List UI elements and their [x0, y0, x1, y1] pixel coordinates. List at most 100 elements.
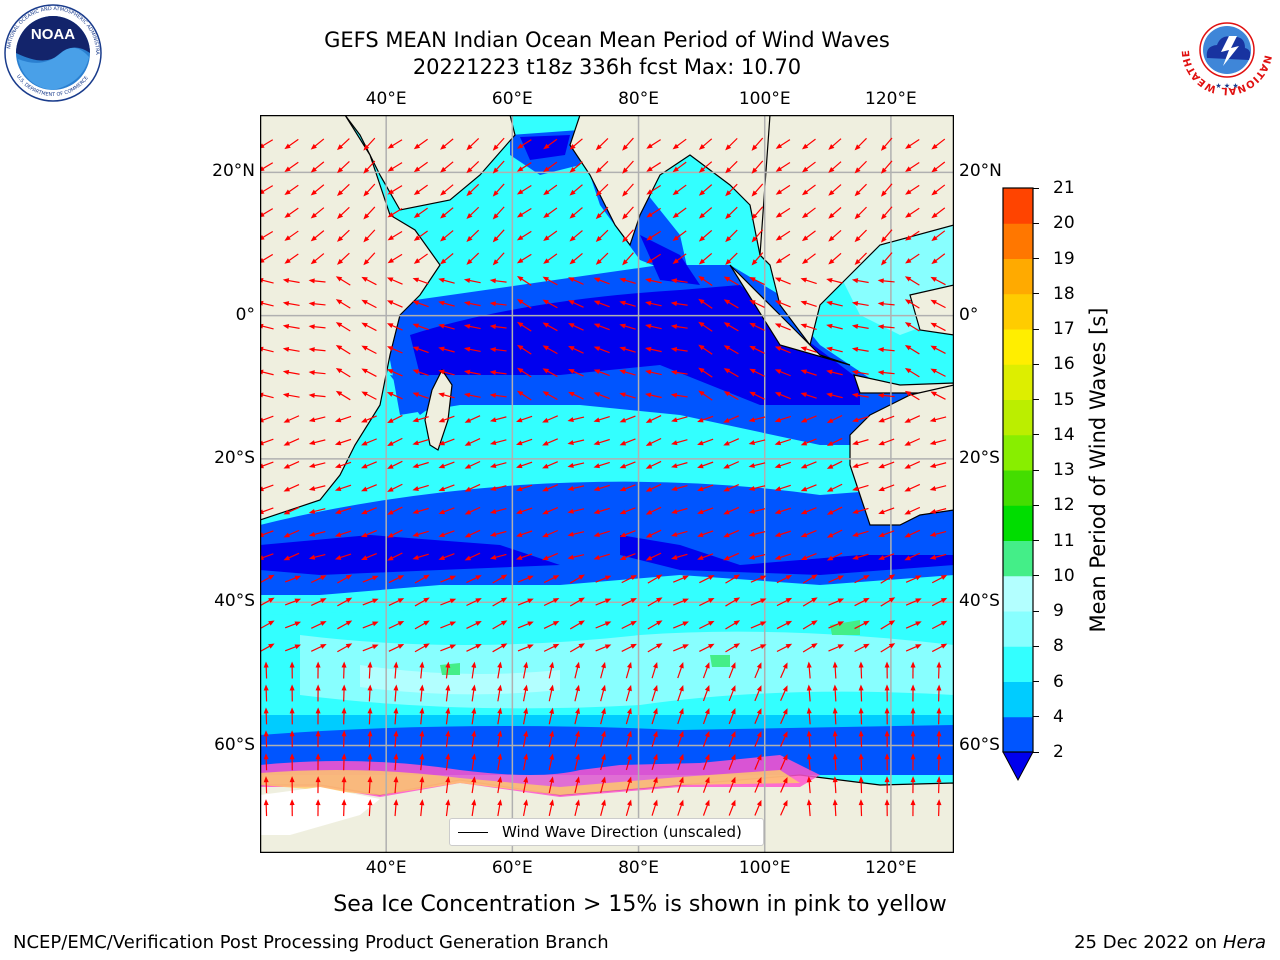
- wave-direction-arrow: [832, 707, 838, 725]
- wave-direction-arrow: [593, 323, 610, 331]
- wave-direction-arrow: [466, 575, 482, 584]
- wave-direction-arrow: [466, 206, 480, 220]
- wave-direction-arrow: [593, 461, 610, 469]
- wave-direction-arrow: [645, 529, 662, 538]
- wave-direction-arrow: [282, 346, 300, 352]
- wave-direction-arrow: [489, 370, 507, 375]
- svg-text:NOAA: NOAA: [31, 26, 75, 43]
- wave-direction-arrow: [677, 684, 684, 702]
- wave-direction-arrow: [438, 300, 455, 307]
- colorbar-extend-min: [1002, 751, 1034, 782]
- wave-direction-arrow: [311, 644, 327, 652]
- wave-direction-arrow: [574, 799, 580, 817]
- wave-direction-arrow: [671, 507, 688, 514]
- wave-direction-arrow: [774, 369, 791, 377]
- wave-direction-arrow: [363, 183, 376, 197]
- wave-direction-arrow: [463, 369, 481, 375]
- colorbar-segment: [1003, 505, 1033, 541]
- wave-direction-arrow: [387, 208, 403, 218]
- wave-direction-arrow: [260, 597, 275, 607]
- wave-direction-arrow: [363, 229, 376, 243]
- wave-direction-arrow: [600, 730, 606, 748]
- colorbar-tick-label: 16: [1053, 354, 1075, 375]
- wave-direction-arrow: [386, 323, 403, 331]
- wave-direction-arrow: [341, 684, 347, 702]
- wave-direction-arrow: [749, 299, 765, 308]
- wave-direction-arrow: [647, 574, 663, 584]
- wave-direction-arrow: [387, 230, 403, 241]
- wave-direction-arrow: [310, 184, 325, 196]
- wave-direction-arrow: [341, 707, 347, 725]
- wave-direction-arrow: [698, 161, 713, 173]
- wave-direction-arrow: [593, 277, 610, 285]
- wave-direction-arrow: [543, 575, 560, 584]
- wave-direction-arrow: [336, 161, 350, 174]
- wave-direction-arrow: [800, 530, 817, 538]
- wave-direction-arrow: [780, 731, 788, 747]
- wave-direction-arrow: [646, 207, 661, 218]
- wave-direction-arrow: [308, 485, 326, 491]
- wave-direction-arrow: [880, 597, 896, 607]
- wave-direction-arrow: [774, 415, 791, 423]
- wave-direction-arrow: [335, 276, 351, 286]
- wave-direction-arrow: [289, 799, 295, 817]
- colorbar-tick-mark: [1033, 540, 1039, 541]
- wave-direction-arrow: [445, 661, 451, 679]
- wave-direction-arrow: [832, 730, 838, 748]
- wave-direction-arrow: [440, 621, 457, 629]
- colorbar-tick-label: 12: [1053, 495, 1075, 516]
- wave-direction-arrow: [387, 552, 403, 561]
- wave-direction-arrow: [672, 138, 687, 150]
- wave-direction-arrow: [542, 415, 558, 423]
- wave-direction-arrow: [438, 461, 455, 469]
- wave-direction-arrow: [749, 391, 765, 400]
- wave-direction-arrow: [412, 392, 429, 399]
- wave-direction-arrow: [567, 439, 585, 445]
- wave-direction-arrow: [904, 529, 921, 538]
- wave-direction-arrow: [858, 799, 864, 817]
- wave-direction-arrow: [522, 799, 529, 817]
- footer-date-text: 25 Dec 2022 on: [1074, 932, 1218, 953]
- wave-direction-arrow: [367, 684, 373, 702]
- wave-direction-arrow: [774, 300, 791, 308]
- wave-direction-arrow: [728, 708, 736, 725]
- wave-direction-arrow: [393, 684, 399, 702]
- wave-direction-arrow: [335, 299, 351, 309]
- wave-direction-arrow: [463, 323, 481, 330]
- wave-direction-arrow: [625, 707, 632, 725]
- wave-direction-arrow: [289, 776, 295, 794]
- colorbar-tick-label: 8: [1053, 636, 1064, 657]
- wave-direction-arrow: [725, 183, 738, 197]
- wave-direction-arrow: [880, 160, 893, 174]
- wave-direction-arrow: [651, 707, 658, 725]
- wave-direction-arrow: [600, 707, 606, 725]
- wave-direction-arrow: [492, 137, 505, 151]
- wave-direction-arrow: [569, 574, 585, 584]
- wave-direction-arrow: [282, 392, 300, 398]
- wave-direction-arrow: [419, 776, 425, 794]
- wave-direction-arrow: [517, 321, 532, 332]
- lon-tick-top: 60°E: [491, 89, 533, 109]
- wave-direction-arrow: [725, 206, 738, 220]
- wave-direction-arrow: [412, 277, 429, 285]
- wave-direction-arrow: [438, 277, 455, 284]
- wave-direction-arrow: [748, 416, 766, 423]
- wave-direction-arrow: [263, 730, 269, 748]
- wave-direction-arrow: [574, 776, 580, 794]
- wave-direction-arrow: [284, 575, 302, 583]
- wave-direction-arrow: [904, 483, 921, 492]
- wave-direction-arrow: [542, 276, 558, 286]
- wave-direction-arrow: [884, 776, 890, 794]
- wave-direction-arrow: [445, 799, 451, 817]
- colorbar-tick-mark: [1033, 645, 1039, 647]
- wave-direction-arrow: [828, 138, 842, 150]
- wave-direction-arrow: [671, 484, 688, 491]
- wave-direction-arrow: [673, 621, 689, 629]
- lat-tick-right: 60°S: [959, 734, 1000, 755]
- colorbar-segment: [1003, 611, 1033, 647]
- wave-direction-arrow: [880, 206, 893, 220]
- wave-direction-arrow: [497, 753, 503, 771]
- wave-direction-arrow: [775, 139, 791, 149]
- nws-logo: NATIONAL WEATHER SERVICE ★ ★ ★: [1177, 0, 1274, 97]
- colorbar-tick-mark: [1033, 399, 1039, 400]
